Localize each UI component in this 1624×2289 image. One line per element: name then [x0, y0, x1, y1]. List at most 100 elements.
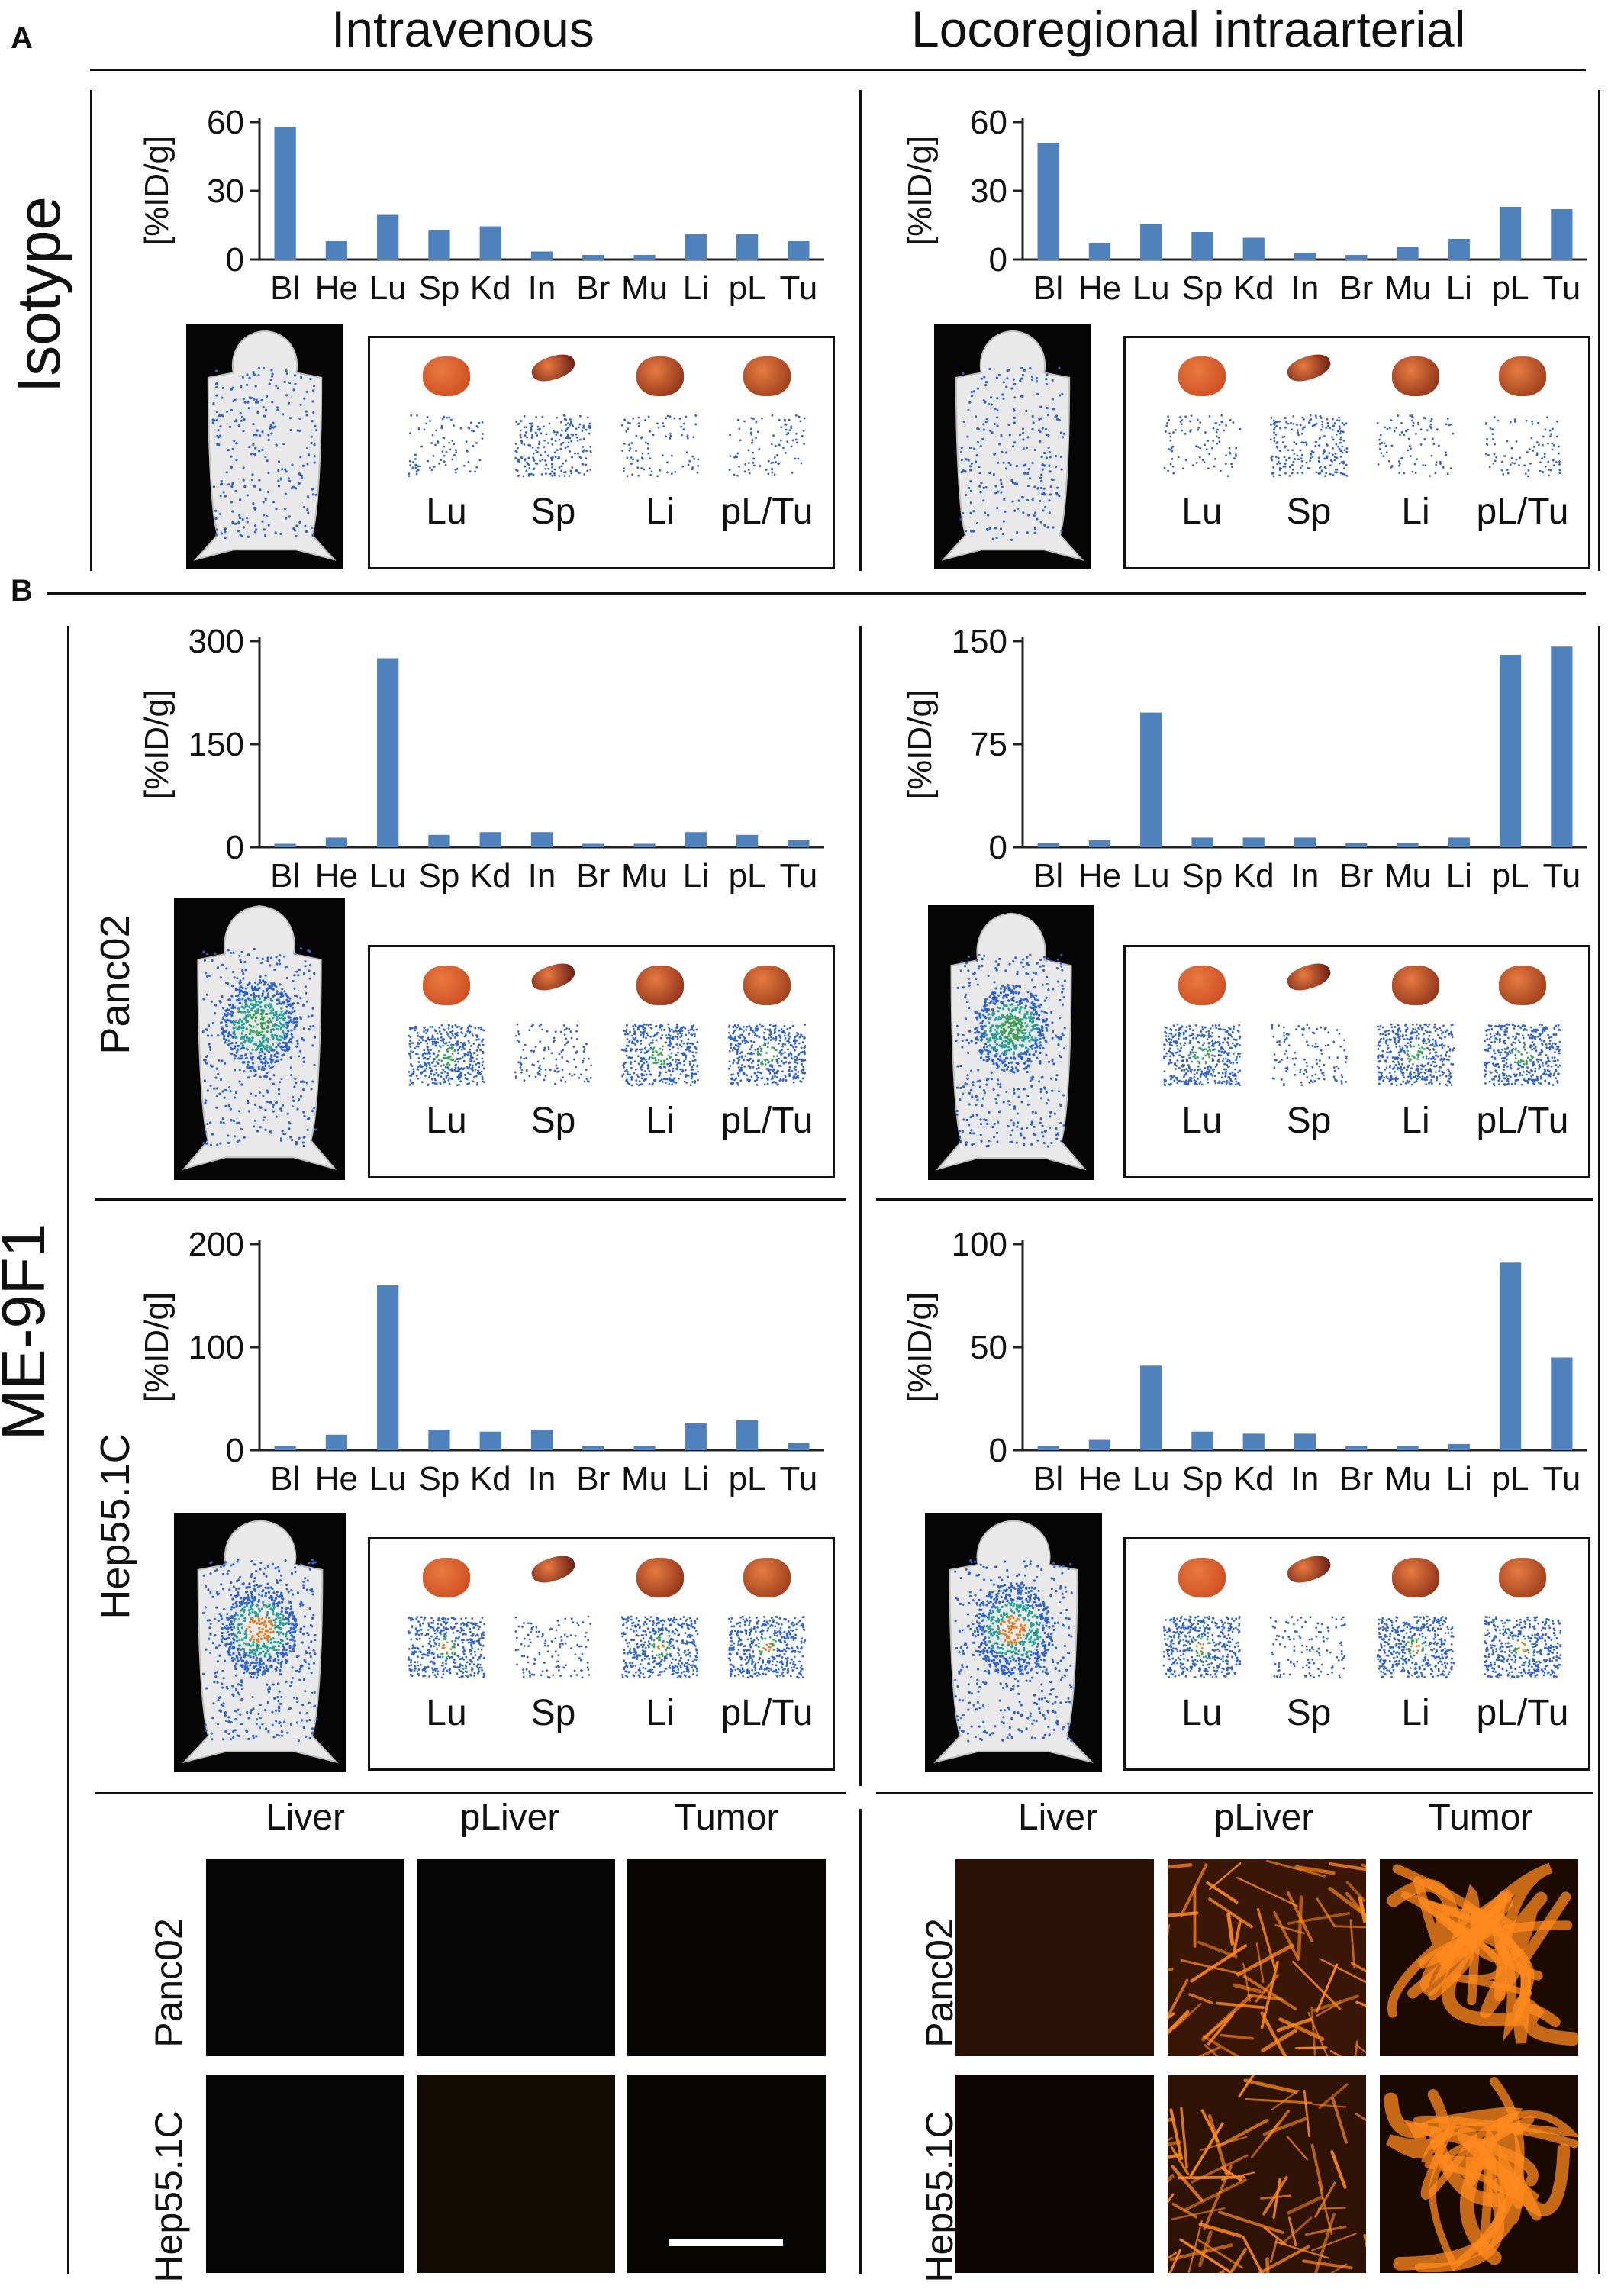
- bar-Bl: [274, 1446, 296, 1450]
- bar-Br: [1345, 255, 1368, 260]
- bar-Br: [1345, 1446, 1368, 1450]
- organ-signal-li: [620, 1023, 699, 1087]
- x-tick-label: Tu: [780, 269, 818, 307]
- organ-label: Sp: [530, 492, 576, 532]
- micro-iv-panc02-pliver: [417, 1859, 615, 2056]
- y-tick-label: 150: [188, 726, 244, 763]
- organ-label: pL/Tu: [720, 1693, 814, 1733]
- organ-panel-isotype-ia: Lu Sp Li pL/Tu: [1123, 336, 1590, 569]
- y-tick-label: 0: [989, 241, 1007, 279]
- organ-signal-pl-tu: [728, 414, 806, 477]
- organ-label: pL/Tu: [720, 492, 814, 532]
- chart-panc02-intravenous: 0 150 300 [%ID/g] Bl He Lu Sp Kd In Br Mu Li pL Tu: [138, 623, 824, 895]
- y-tick-label: 0: [989, 1432, 1007, 1469]
- organ-photo-sp: [1284, 350, 1334, 386]
- organ-photo-pl-tu: [1499, 1558, 1546, 1597]
- scale-bar: [669, 2239, 783, 2246]
- x-tick-label: pL: [1492, 857, 1529, 895]
- chart-panc02-intraarterial: 0 75 150 [%ID/g] Bl He Lu Sp Kd In Br Mu Li pL Tu: [901, 623, 1587, 895]
- bar-In: [530, 832, 553, 847]
- organ-signal-lu: [1163, 1023, 1242, 1087]
- micro-ia-hep-tumor: [1380, 2075, 1578, 2273]
- x-tick-label: Bl: [270, 857, 300, 895]
- bar-Sp: [1191, 837, 1213, 847]
- x-tick-label: He: [1078, 857, 1121, 895]
- fluorescence-vessels: [1387, 1862, 1578, 2046]
- organ-panel-panc02-iv: Lu Sp Li pL/Tu: [368, 945, 835, 1178]
- organ-label: Lu: [1181, 492, 1223, 532]
- x-tick-label: Li: [1446, 269, 1472, 307]
- organ-label: Li: [1401, 1101, 1430, 1141]
- x-tick-label: Li: [683, 269, 709, 307]
- bar-Bl: [1037, 1446, 1059, 1450]
- organ-signal-sp: [1271, 1024, 1348, 1087]
- organ-label: Li: [646, 1101, 675, 1141]
- micro-iv-panc02-liver: [206, 1859, 404, 2056]
- y-tick-label: 100: [952, 1226, 1007, 1263]
- bar-Bl: [274, 127, 296, 260]
- micro-ia-panc02-tumor: [1380, 1859, 1578, 2056]
- divider-panc-hep-left: [95, 1198, 846, 1201]
- x-tick-label: pL: [729, 269, 766, 307]
- x-tick-label: Lu: [369, 1460, 407, 1498]
- x-tick-label: pL: [729, 1460, 766, 1498]
- isotype-row-rule: [90, 90, 92, 571]
- bar-Mu: [633, 1446, 656, 1450]
- y-axis-label: [%ID/g]: [138, 1292, 176, 1402]
- organ-photo-pl-tu: [1499, 356, 1546, 396]
- organ-signal-lu: [1163, 414, 1242, 478]
- x-tick-label: Tu: [1543, 857, 1581, 895]
- organ-signal-pl-tu: [727, 1023, 807, 1086]
- bar-Sp: [428, 230, 450, 260]
- x-tick-label: Kd: [470, 269, 511, 307]
- micro-header-pliver-right: pLiver: [1213, 1797, 1314, 1838]
- x-tick-label: Bl: [270, 269, 300, 307]
- organ-label: Li: [1401, 492, 1430, 532]
- bar-In: [1294, 253, 1316, 260]
- bar-Li: [1448, 837, 1470, 847]
- column-divider-micro: [859, 1809, 862, 2274]
- bar-pL: [1499, 655, 1522, 847]
- x-tick-label: Mu: [621, 269, 668, 307]
- bar-Tu: [788, 1443, 810, 1450]
- organ-photo-pl-tu: [743, 356, 791, 396]
- x-tick-label: He: [315, 857, 358, 895]
- organ-label: Sp: [530, 1693, 576, 1733]
- micro-iv-panc02-tumor: [627, 1859, 826, 2056]
- micro-iv-hep-pliver: [417, 2075, 615, 2273]
- organ-photo-lu: [1178, 1558, 1226, 1597]
- organ-photo-lu: [1178, 966, 1226, 1005]
- x-tick-label: Br: [1339, 1460, 1373, 1498]
- y-axis-label: [%ID/g]: [901, 136, 939, 246]
- micro-row-label-panc02-right: Panc02: [918, 1918, 961, 2048]
- micro-header-liver-left: Liver: [265, 1797, 346, 1838]
- y-tick-label: 0: [226, 241, 244, 279]
- organ-panel-panc02-ia: Lu Sp Li pL/Tu: [1123, 945, 1590, 1178]
- bar-Bl: [274, 843, 296, 847]
- bar-Kd: [479, 832, 501, 847]
- column-title-intravenous: Intravenous: [331, 1, 594, 57]
- right-rule-a: [1598, 90, 1600, 571]
- micro-row-label-panc02-left: Panc02: [147, 1918, 190, 2048]
- bar-Mu: [633, 255, 656, 260]
- organ-panel-hep-ia: Lu Sp Li pL/Tu: [1123, 1537, 1590, 1771]
- row-label-isotype: Isotype: [5, 196, 72, 393]
- x-tick-label: Sp: [419, 269, 460, 307]
- organ-label: Lu: [1181, 1693, 1223, 1733]
- y-axis-label: [%ID/g]: [138, 689, 176, 799]
- x-tick-label: In: [1291, 1460, 1320, 1498]
- panel-b-rule: [47, 592, 1586, 595]
- mouse-image-isotype-iv: [186, 324, 343, 569]
- organ-label: Lu: [426, 1101, 467, 1141]
- y-tick-label: 75: [970, 726, 1007, 763]
- column-title-intraarterial: Locoregional intraarterial: [911, 1, 1466, 57]
- bar-Kd: [479, 1431, 501, 1450]
- x-tick-label: Br: [576, 1460, 610, 1498]
- x-tick-label: Kd: [1233, 269, 1274, 307]
- bar-Li: [1448, 239, 1470, 260]
- panel-letter-a: A: [11, 21, 33, 55]
- x-tick-label: Li: [683, 1460, 709, 1498]
- organ-label: Sp: [1286, 1101, 1332, 1141]
- organ-signal-li: [1376, 1023, 1455, 1087]
- organ-signal-pl-tu: [1484, 416, 1561, 478]
